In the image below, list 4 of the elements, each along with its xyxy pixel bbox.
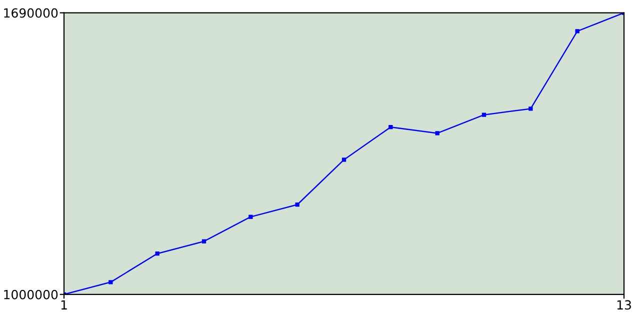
y-tick-label: 1000000 <box>4 290 58 300</box>
x-tick-label: 13 <box>617 300 631 310</box>
x-tick-label: 1 <box>61 300 67 310</box>
y-tick-label: 1690000 <box>4 8 58 18</box>
